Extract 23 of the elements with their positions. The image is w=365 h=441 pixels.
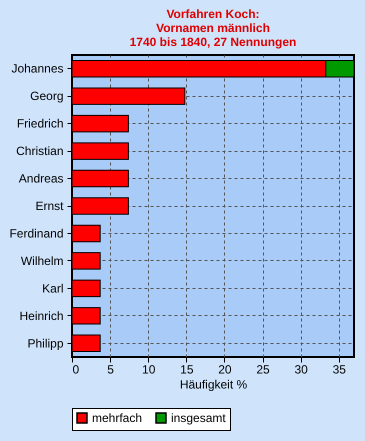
- y-tick-label: Ernst: [35, 199, 64, 213]
- legend-label: mehrfach: [92, 411, 142, 425]
- x-tick-label: 5: [107, 362, 114, 376]
- y-tick-label: Johannes: [11, 62, 64, 76]
- x-tick-label: 0: [72, 362, 80, 376]
- legend-label: insgesamt: [171, 411, 226, 425]
- y-tick-label: Christian: [16, 144, 64, 158]
- x-tick-label: 25: [256, 362, 270, 376]
- y-tick-label: Philipp: [27, 336, 64, 350]
- y-tick-label: Wilhelm: [20, 254, 64, 268]
- y-tick-label: Karl: [42, 281, 64, 296]
- x-tick-label: 10: [142, 362, 156, 376]
- y-tick-label: Georg: [30, 89, 64, 104]
- x-tick-label: 15: [180, 362, 194, 376]
- x-tick-label: 30: [294, 362, 308, 376]
- y-tick-label: Andreas: [18, 172, 64, 186]
- x-axis-title: Häufigkeit %: [180, 378, 248, 392]
- chart-title: Vorfahren Koch: Vornamen männlich 1740 bis 1840, 27 Nennungen: [130, 7, 296, 49]
- x-tick-label: 20: [218, 362, 232, 376]
- y-tick-label: Ferdinand: [9, 226, 64, 240]
- x-tick-label: 35: [332, 362, 346, 376]
- y-tick-label: Heinrich: [19, 308, 64, 323]
- y-tick-label: Friedrich: [16, 116, 64, 131]
